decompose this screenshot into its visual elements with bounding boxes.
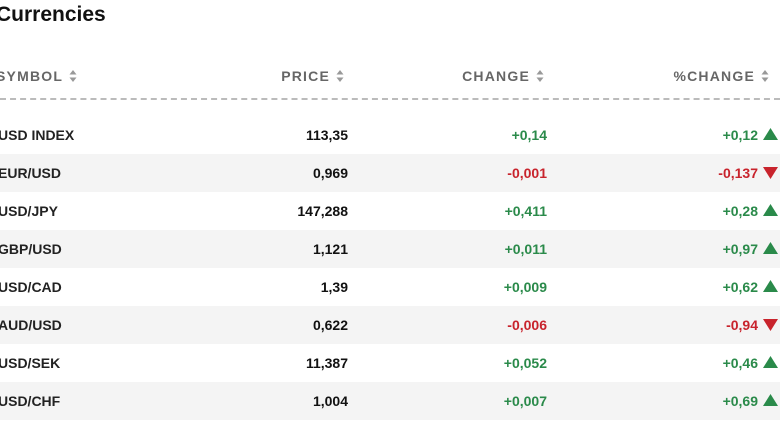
sort-icon[interactable] [69,69,77,85]
percent-change: -0,94 [726,317,758,333]
symbol: USD INDEX [0,127,75,143]
table-row[interactable]: USD/CAD 1,39 +0,009 +0,62 [0,268,780,306]
percent-change: -0,137 [718,165,758,181]
up-arrow [763,128,778,146]
symbol: USD/JPY [0,203,58,219]
percent-change: +0,46 [722,355,758,371]
price: 147,288 [297,203,348,219]
header-divider [0,98,780,100]
symbol: USD/CHF [0,393,61,409]
table-row[interactable]: AUD/USD 0,622 -0,006 -0,94 [0,306,780,344]
percent-change: +0,97 [722,241,758,257]
symbol: GBP/USD [0,241,62,257]
up-arrow [763,204,778,222]
sort-icon[interactable] [336,69,344,85]
table-row[interactable]: USD/JPY 147,288 +0,411 +0,28 [0,192,780,230]
change: -0,006 [507,317,547,333]
percent-change: +0,12 [722,127,758,143]
table-row[interactable]: USD INDEX 113,35 +0,14 +0,12 [0,116,780,154]
symbol: USD/SEK [0,355,61,371]
sort-icon[interactable] [536,69,544,85]
column-header-label: PRICE [281,68,330,84]
column-header[interactable]: PRICE [281,68,344,85]
change: +0,411 [504,203,547,219]
change: -0,001 [507,165,547,181]
price: 0,622 [312,317,348,333]
change: +0,011 [504,241,547,257]
table-row[interactable]: USD/SEK 11,387 +0,052 +0,46 [0,344,780,382]
price: 1,004 [312,393,348,409]
change: +0,007 [503,393,547,409]
sort-icon[interactable] [761,69,769,85]
price: 113,35 [305,127,348,143]
percent-change: +0,62 [722,279,758,295]
price: 1,121 [312,241,348,257]
table-row[interactable]: USD/CHF 1,004 +0,007 +0,69 [0,382,780,420]
column-header[interactable]: SYMBOL [0,68,77,85]
price: 0,969 [312,165,348,181]
symbol: USD/CAD [0,279,62,295]
up-arrow [763,242,778,260]
down-arrow [763,318,778,336]
up-arrow [763,280,778,298]
column-header-label: %CHANGE [673,68,755,84]
percent-change: +0,69 [722,393,758,409]
title: Currencies [0,3,106,26]
table-row[interactable]: GBP/USD 1,121 +0,011 +0,97 [0,230,780,268]
column-header[interactable]: %CHANGE [673,68,769,85]
column-header-label: CHANGE [462,68,530,84]
down-arrow [763,166,778,184]
column-header[interactable]: CHANGE [462,68,544,85]
change: +0,009 [503,279,547,295]
percent-change: +0,28 [722,203,758,219]
table-row[interactable]: EUR/USD 0,969 -0,001 -0,137 [0,154,780,192]
price: 1,39 [320,279,348,295]
symbol: AUD/USD [0,317,62,333]
column-header-label: SYMBOL [0,68,64,84]
symbol: EUR/USD [0,165,62,181]
price: 11,387 [305,355,348,371]
change: +0,14 [511,127,547,143]
up-arrow [763,356,778,374]
up-arrow [763,394,778,412]
change: +0,052 [503,355,547,371]
